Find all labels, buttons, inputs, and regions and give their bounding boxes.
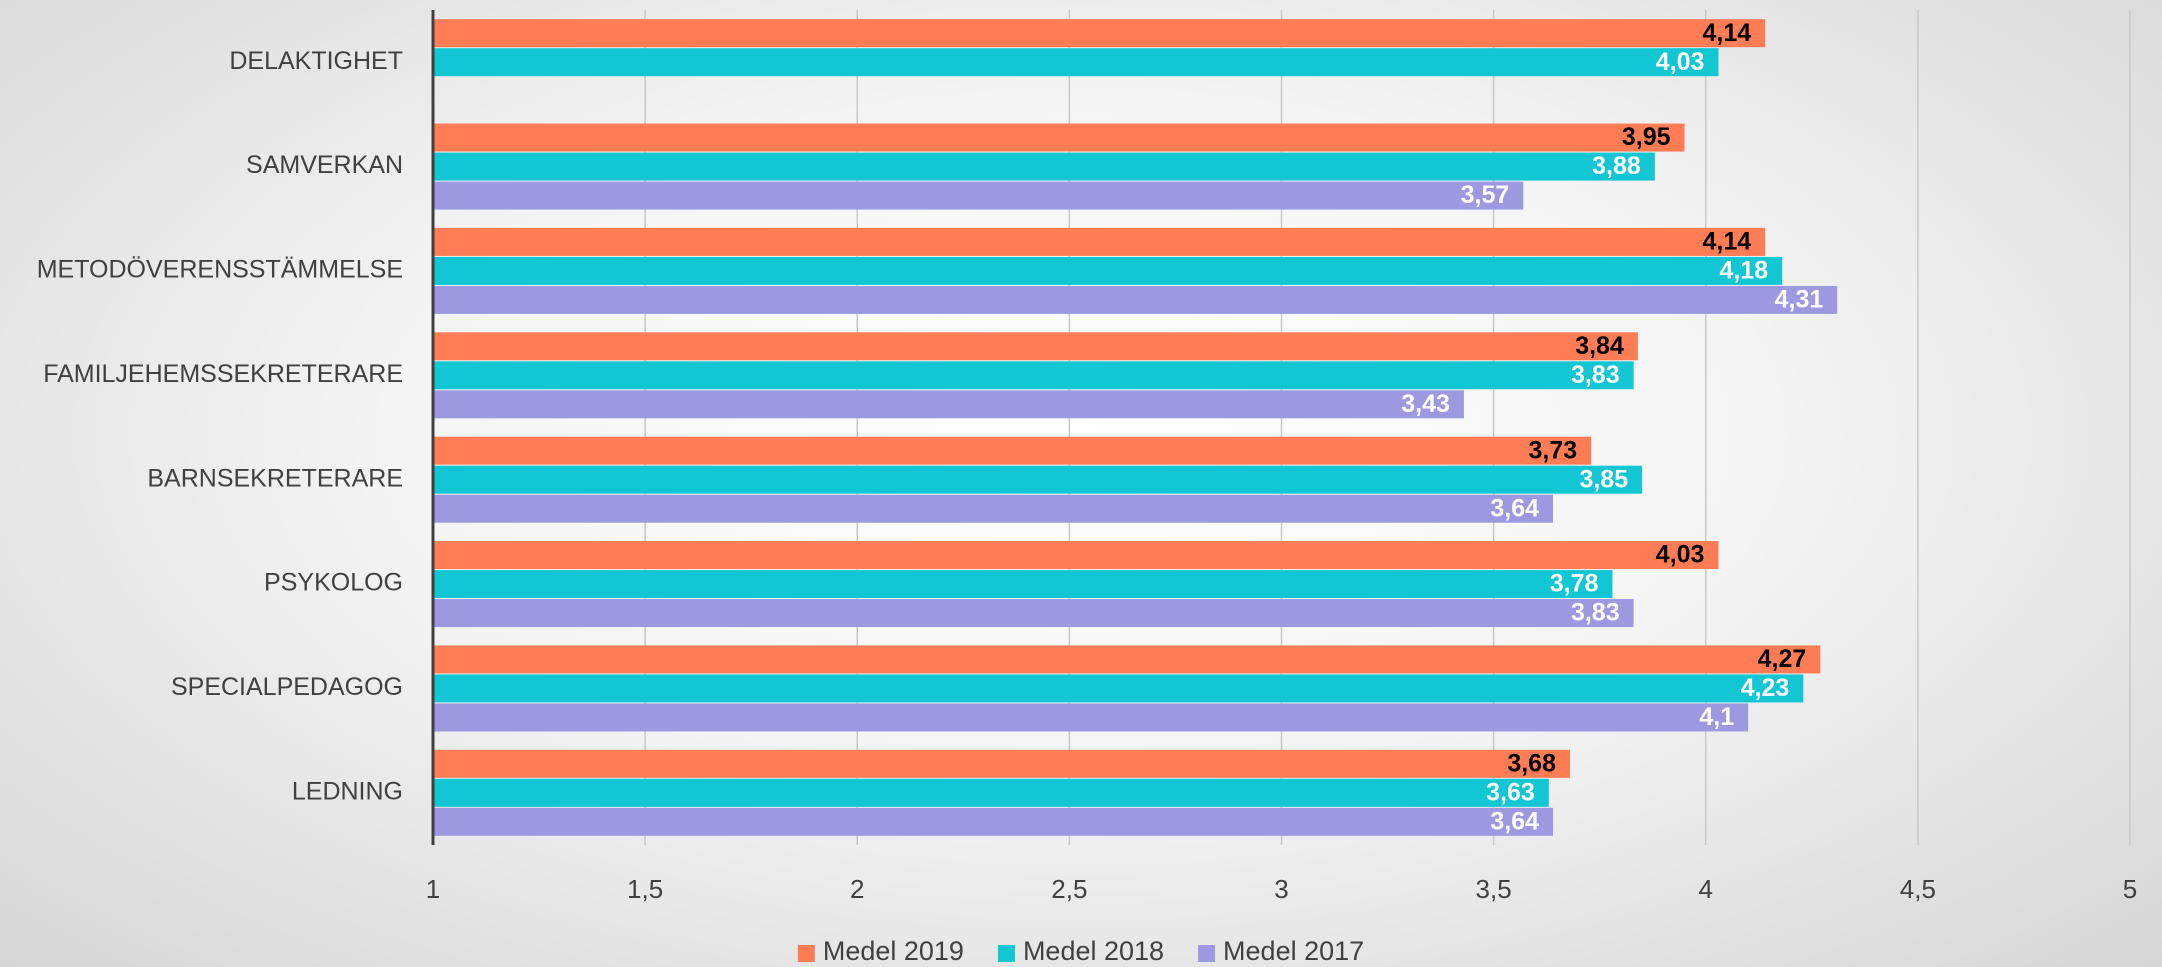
value-label: 4,14 [1702, 228, 1751, 256]
y-tick-label: FAMILJEHEMSSEKRETERARE [43, 360, 403, 388]
x-tick-label: 2 [850, 874, 864, 904]
bar [433, 48, 1719, 77]
bar [433, 390, 1464, 419]
legend-swatch [997, 945, 1015, 962]
bar [433, 152, 1655, 181]
bar [433, 645, 1821, 674]
bar [433, 19, 1766, 48]
legend-swatch [1198, 945, 1216, 962]
y-tick-label: LEDNING [292, 777, 403, 805]
y-tick-label: SAMVERKAN [246, 151, 403, 179]
value-label: 3,85 [1579, 465, 1628, 493]
value-label: 3,43 [1401, 390, 1450, 418]
bar [433, 436, 1592, 465]
value-label: 4,1 [1699, 703, 1734, 731]
bar [433, 599, 1634, 628]
bar [433, 361, 1634, 390]
value-label: 3,64 [1490, 807, 1539, 835]
legend-label: Medel 2018 [1023, 936, 1164, 966]
bar [433, 256, 1783, 285]
value-label: 3,64 [1490, 494, 1539, 522]
value-label: 4,03 [1656, 541, 1705, 569]
bar [433, 541, 1719, 570]
bar [433, 332, 1638, 361]
bar [433, 123, 1685, 152]
bar [433, 494, 1554, 523]
bar [433, 749, 1570, 778]
legend-label: Medel 2017 [1223, 936, 1364, 966]
value-label: 4,31 [1775, 286, 1824, 314]
x-tick-label: 1,5 [627, 874, 663, 904]
x-tick-label: 4,5 [1900, 874, 1936, 904]
x-tick-label: 1 [426, 874, 440, 904]
value-label: 4,27 [1758, 645, 1807, 673]
y-tick-label: PSYKOLOG [264, 569, 403, 597]
bar [433, 285, 1838, 314]
bar [433, 703, 1749, 732]
x-tick-label: 5 [2123, 874, 2137, 904]
value-label: 4,18 [1719, 257, 1768, 285]
value-label: 3,78 [1550, 570, 1599, 598]
value-label: 3,57 [1461, 181, 1510, 209]
bar [433, 807, 1554, 836]
bar [433, 674, 1804, 703]
legend-label: Medel 2019 [823, 936, 964, 966]
value-label: 3,88 [1592, 152, 1641, 180]
value-label: 3,95 [1622, 123, 1671, 151]
y-tick-label: SPECIALPEDAGOG [171, 673, 403, 701]
value-label: 4,03 [1656, 48, 1705, 76]
bar [433, 465, 1643, 494]
bar [433, 570, 1613, 599]
value-label: 3,83 [1571, 599, 1620, 627]
value-label: 3,84 [1575, 332, 1624, 360]
value-label: 4,14 [1702, 19, 1751, 47]
bar [433, 227, 1766, 256]
value-label: 3,68 [1507, 749, 1556, 777]
value-label: 4,23 [1741, 674, 1790, 702]
x-tick-label: 3,5 [1476, 874, 1512, 904]
x-tick-label: 2,5 [1051, 874, 1087, 904]
value-label: 3,73 [1529, 436, 1578, 464]
bar [433, 778, 1549, 807]
legend-swatch [797, 945, 815, 962]
y-tick-label: DELAKTIGHET [229, 47, 403, 75]
y-tick-label: METODÖVERENSSTÄMMELSE [37, 256, 403, 284]
x-tick-label: 4 [1699, 874, 1713, 904]
y-tick-label: BARNSEKRETERARE [147, 464, 403, 492]
value-label: 3,63 [1486, 778, 1535, 806]
bar [433, 181, 1524, 210]
value-label: 3,83 [1571, 361, 1620, 389]
x-tick-label: 3 [1274, 874, 1288, 904]
